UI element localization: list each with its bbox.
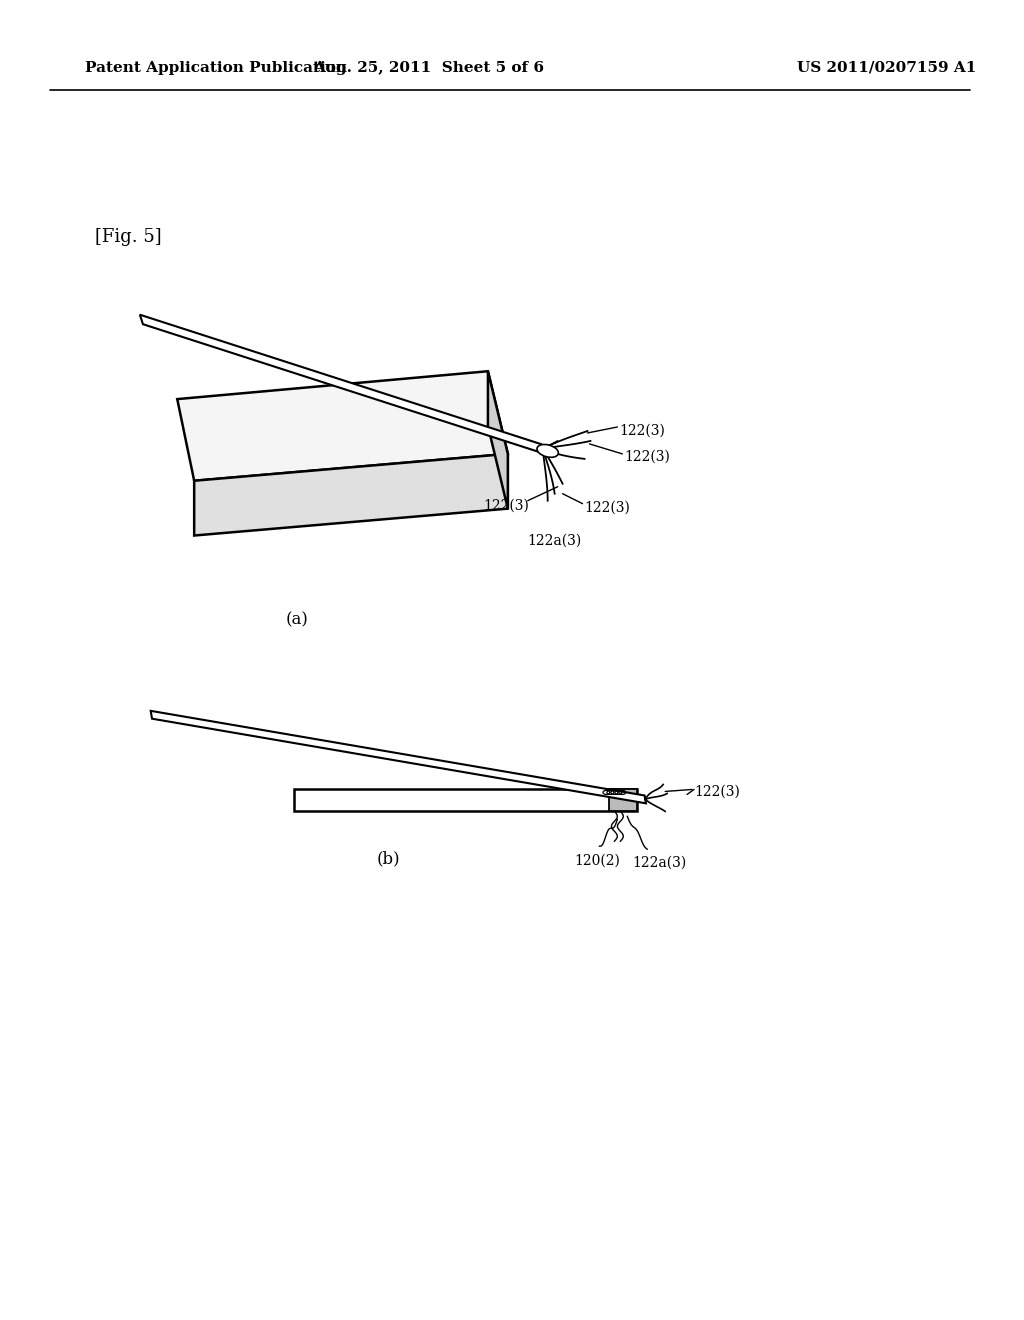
Text: 120(2): 120(2) (574, 853, 621, 867)
Text: Patent Application Publication: Patent Application Publication (85, 61, 347, 74)
Text: 122(3): 122(3) (483, 499, 528, 512)
Text: Aug. 25, 2011  Sheet 5 of 6: Aug. 25, 2011 Sheet 5 of 6 (312, 61, 544, 74)
Text: 122a(3): 122a(3) (632, 857, 686, 870)
Polygon shape (177, 371, 508, 480)
Text: 122a(3): 122a(3) (527, 533, 582, 548)
Polygon shape (195, 454, 508, 536)
Text: [Fig. 5]: [Fig. 5] (94, 228, 161, 246)
Text: 122(3): 122(3) (585, 500, 631, 515)
Text: 122(3): 122(3) (625, 450, 671, 463)
Polygon shape (294, 789, 637, 812)
Text: (a): (a) (286, 611, 308, 628)
Polygon shape (487, 371, 508, 508)
Polygon shape (140, 314, 544, 454)
Polygon shape (151, 711, 646, 804)
Ellipse shape (537, 445, 558, 457)
Text: US 2011/0207159 A1: US 2011/0207159 A1 (797, 61, 976, 74)
Text: 122(3): 122(3) (620, 424, 666, 438)
Text: (b): (b) (377, 850, 400, 867)
Text: 122(3): 122(3) (694, 784, 740, 799)
Polygon shape (609, 789, 637, 812)
